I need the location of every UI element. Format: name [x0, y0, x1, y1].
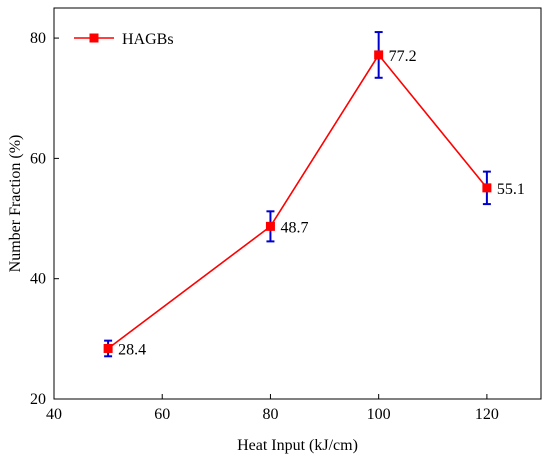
- x-axis-label: Heat Input (kJ/cm): [237, 437, 358, 454]
- data-label: 55.1: [497, 181, 525, 198]
- plot-area: [53, 7, 542, 400]
- x-tick-label: 100: [367, 406, 391, 423]
- y-axis-label: Number Fraction (%): [7, 135, 24, 273]
- x-tick-label: 120: [475, 406, 499, 423]
- data-point: [482, 183, 492, 193]
- x-tick-label: 40: [46, 406, 62, 423]
- y-tick-label: 60: [30, 150, 46, 167]
- x-axis-ticks: 40 60 80 100 120: [46, 394, 499, 423]
- data-point: [374, 50, 384, 60]
- x-tick-label: 60: [154, 406, 170, 423]
- data-label: 28.4: [118, 341, 146, 358]
- x-tick-label: 80: [262, 406, 278, 423]
- legend: HAGBs: [74, 31, 174, 48]
- plot-frame: [53, 7, 542, 400]
- y-axis-ticks: 20 40 60 80: [30, 30, 59, 408]
- series-layer: 28.4 48.7 77.2 55.1: [103, 31, 525, 358]
- y-tick-label: 20: [30, 391, 46, 408]
- y-tick-label: 40: [30, 271, 46, 288]
- data-point: [265, 221, 275, 231]
- legend-marker: [89, 33, 99, 43]
- data-label: 48.7: [280, 219, 308, 236]
- data-label: 77.2: [389, 48, 417, 65]
- legend-label: HAGBs: [122, 31, 174, 48]
- series-line: [107, 53, 488, 350]
- data-point: [103, 343, 113, 353]
- y-tick-label: 80: [30, 30, 46, 47]
